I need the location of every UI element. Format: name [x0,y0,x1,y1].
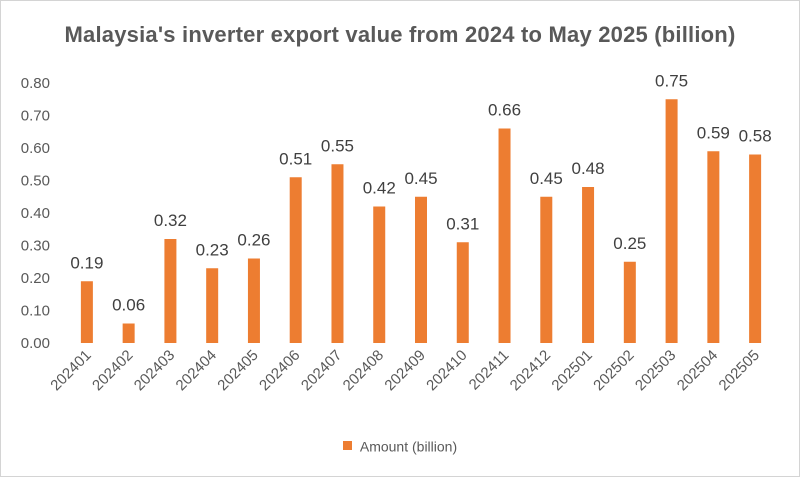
bar [373,206,386,343]
bar [665,99,678,343]
y-tick-label: 0.50 [21,173,50,190]
x-tick-label: 202502 [590,347,637,394]
bar [540,196,553,343]
x-tick-label: 202503 [632,347,679,394]
data-label: 0.25 [613,234,646,253]
y-tick-label: 0.80 [21,75,50,92]
bar [498,128,511,343]
x-tick-label: 202505 [716,347,763,394]
bar [331,164,344,343]
x-tick-label: 202403 [131,347,178,394]
x-tick-label: 202406 [256,347,303,394]
x-tick-label: 202407 [298,347,345,394]
bar [80,281,93,343]
bar [247,258,260,343]
x-tick-label: 202401 [47,347,94,394]
data-label: 0.45 [404,169,437,188]
data-label: 0.42 [363,179,396,198]
legend-swatch [342,440,352,450]
x-tick-label: 202412 [507,347,554,394]
data-label: 0.48 [572,159,605,178]
x-tick-label: 202409 [381,347,428,394]
data-label: 0.51 [279,149,312,168]
y-tick-label: 0.10 [21,303,50,320]
x-tick-label: 202410 [423,347,470,394]
data-label: 0.45 [530,169,563,188]
y-tick-label: 0.40 [21,205,50,222]
y-tick-label: 0.70 [21,108,50,125]
x-axis: 2024012024022024032024042024052024062024… [47,347,763,394]
chart-title: Malaysia's inverter export value from 20… [64,22,736,47]
data-label: 0.32 [154,211,187,230]
bar [415,196,427,343]
y-tick-label: 0.60 [21,140,50,157]
data-label: 0.75 [655,71,688,90]
data-label: 0.26 [237,231,270,250]
bar [289,177,302,343]
data-label: 0.55 [321,136,354,155]
bar [749,154,762,343]
bar [582,187,595,343]
bar [164,239,177,343]
bar [206,268,219,343]
y-tick-label: 0.20 [21,270,50,287]
y-axis: 0.00 0.10 0.20 0.30 0.40 0.50 0.60 0.70 0.80 [21,75,50,352]
x-tick-label: 202501 [548,347,595,394]
bar [623,261,636,343]
x-tick-label: 202411 [466,347,513,394]
x-tick-label: 202404 [173,347,220,394]
bar [456,242,469,343]
data-label: 0.23 [196,240,229,259]
x-tick-label: 202402 [89,347,136,394]
data-labels: 0.19 0.06 0.32 0.23 0.26 0.51 0.55 0.42 0.45 0.31… [70,71,771,314]
bars [80,99,762,343]
y-tick-label: 0.30 [21,238,50,255]
x-tick-label: 202504 [674,347,721,394]
x-tick-label: 202405 [214,347,261,394]
data-label: 0.59 [697,123,730,142]
data-label: 0.58 [739,127,772,146]
bar [122,323,135,343]
data-label: 0.31 [446,214,479,233]
y-tick-label: 0.00 [21,335,50,352]
data-label: 0.66 [488,101,521,120]
data-label: 0.06 [112,296,145,315]
data-label: 0.19 [70,253,103,272]
legend: Amount (billion) [0,437,800,454]
x-tick-label: 202408 [340,347,387,394]
legend-label: Amount (billion) [359,438,458,455]
bar [707,151,720,343]
